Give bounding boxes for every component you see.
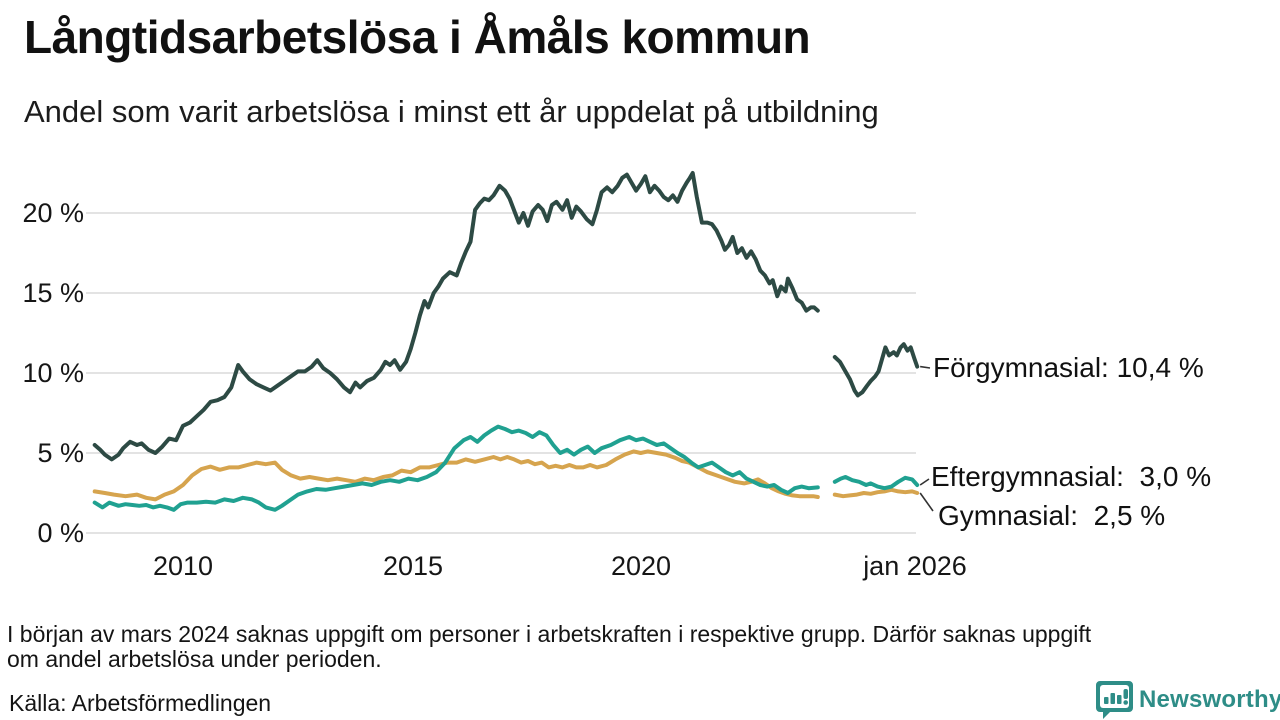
series-label-gymnasial: Gymnasial: 2,5 % — [938, 500, 1166, 531]
y-axis-tick-15: 15 % — [22, 278, 84, 308]
y-axis-tick-5: 5 % — [37, 438, 84, 468]
y-axis-tick-10: 10 % — [22, 358, 84, 388]
footnote-text: I början av mars 2024 saknas uppgift om … — [7, 621, 1092, 672]
page-title: Långtidsarbetslösa i Åmåls kommun — [24, 11, 811, 63]
y-axis-tick-0: 0 % — [37, 518, 84, 548]
x-axis-tick-2015: 2015 — [382, 551, 444, 581]
newsworthy-logo-text: Newsworthy — [1139, 686, 1280, 713]
gridlines — [86, 212, 916, 534]
label-leader-lines — [919, 365, 934, 512]
page-subtitle: Andel som varit arbetslösa i minst ett å… — [24, 94, 879, 129]
y-axis-tick-20: 20 % — [22, 198, 84, 228]
source-text: Källa: Arbetsförmedlingen — [9, 690, 272, 716]
newsworthy-logo-icon — [1096, 681, 1133, 719]
series-label-forgymnasial: Förgymnasial: 10,4 % — [933, 352, 1204, 383]
x-axis-tick-jan-2026: jan 2026 — [863, 551, 967, 581]
series-line-gymnasial — [92, 449, 820, 502]
x-axis-tick-2020: 2020 — [610, 551, 672, 581]
series-line-förgymnasial — [92, 171, 820, 462]
series-line-förgymnasial — [832, 342, 920, 398]
series-label-eftergymnasial: Eftergymnasial: 3,0 % — [931, 461, 1212, 492]
series-line-gymnasial — [832, 487, 920, 499]
series-line-eftergymnasial — [92, 424, 820, 512]
x-axis-tick-2010: 2010 — [152, 551, 214, 581]
series-line-eftergymnasial — [832, 475, 920, 491]
series-lines — [92, 171, 920, 512]
